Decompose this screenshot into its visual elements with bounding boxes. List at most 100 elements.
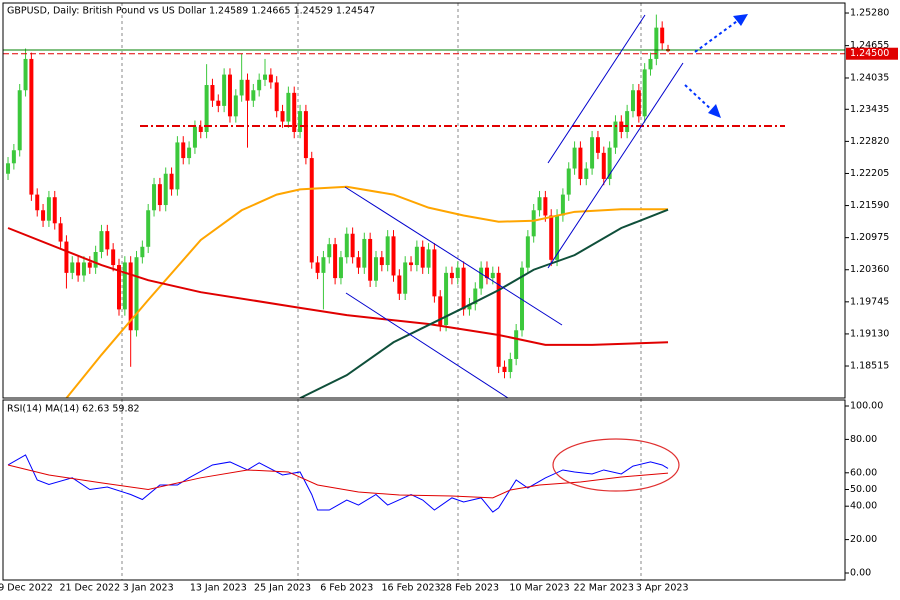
candle-body [590, 137, 595, 169]
candle-body [181, 142, 186, 159]
candle-body [555, 215, 560, 260]
candle-body [239, 79, 244, 96]
candle-body [152, 184, 157, 211]
candle-body [368, 238, 373, 281]
y-tick-label: 1.20975 [850, 232, 889, 243]
candle-body [81, 262, 86, 276]
candle-body [17, 90, 22, 151]
candle-body [578, 147, 583, 179]
channel-line [547, 62, 684, 269]
x-tick-label: 21 Dec 2022 [59, 583, 120, 594]
candle-body [303, 111, 308, 159]
channels [344, 14, 684, 398]
candle-body [257, 79, 262, 91]
y-tick-label: 1.24035 [850, 72, 889, 83]
arrow-down [684, 84, 715, 113]
candle-body [192, 126, 197, 148]
current-price-box [846, 47, 898, 60]
candle-body [286, 92, 291, 122]
candle-body [356, 257, 361, 268]
candle-body [227, 74, 232, 117]
candle-body [46, 197, 51, 221]
candle-body [70, 262, 75, 273]
moving-average [7, 227, 669, 346]
y-tick-label: 1.22205 [850, 168, 889, 179]
y-tick-label: 1.18515 [850, 361, 889, 372]
candle-body [187, 147, 192, 159]
y-tick-label: 1.19745 [850, 296, 889, 307]
candle-body [263, 74, 268, 80]
current-price-label: 1.24500 [850, 48, 889, 59]
x-tick-label: 3 Apr 2023 [636, 583, 689, 594]
y-tick-label: 1.22820 [850, 136, 889, 147]
candle-body [274, 82, 279, 112]
highlight-ellipse [552, 438, 680, 492]
y-tick-label: 1.19130 [850, 328, 889, 339]
vertical-grid [121, 3, 642, 580]
y-tick-label: 1.24655 [850, 40, 889, 51]
y-tick-label: 60.00 [850, 467, 877, 478]
x-tick-label: 3 Jan 2023 [123, 583, 174, 594]
candle-body [99, 231, 104, 253]
candle-body [157, 184, 162, 206]
candle-body [93, 252, 98, 268]
candle-body [116, 265, 121, 310]
candle-body [595, 137, 600, 153]
x-tick-label: 10 Mar 2023 [509, 583, 569, 594]
candle-body [29, 58, 34, 195]
candle-body [660, 27, 665, 44]
candle-body [251, 90, 256, 101]
channel-line [547, 14, 646, 164]
arrows [684, 18, 741, 113]
candle-body [280, 111, 285, 122]
candle-body [385, 236, 390, 266]
candle-body [403, 262, 408, 294]
candle-body [636, 90, 641, 117]
candle-body [298, 111, 303, 132]
candle-body [560, 194, 565, 216]
candle-body [76, 262, 81, 276]
candle-body [362, 238, 367, 268]
candle-body [479, 267, 484, 289]
candle-body [64, 241, 69, 273]
candle-body [216, 100, 221, 106]
candle-body [543, 197, 548, 216]
x-tick-label: 6 Feb 2023 [320, 583, 373, 594]
candle-body [344, 233, 349, 258]
candle-body [420, 246, 425, 268]
candle-body [87, 262, 92, 268]
candle-body [613, 121, 618, 148]
candle-body [461, 267, 466, 310]
candle-body [630, 90, 635, 112]
rsi-panel-frame [2, 399, 846, 581]
moving-average [299, 208, 669, 398]
y-tick-label: 1.20360 [850, 264, 889, 275]
candle-body [654, 27, 659, 59]
y-tick-label: 0.00 [850, 567, 871, 578]
candle-body [549, 215, 554, 260]
candle-body [163, 173, 168, 206]
candle-body [432, 249, 437, 297]
x-tick-label: 16 Feb 2023 [381, 583, 440, 594]
candle-body [572, 147, 577, 169]
y-tick-label: 40.00 [850, 501, 877, 512]
candle-body [315, 262, 320, 273]
candle-body [204, 85, 209, 132]
candle-body [379, 257, 384, 266]
candle-body [128, 262, 133, 331]
candle-body [391, 236, 396, 276]
candle-body [198, 126, 203, 132]
candle-body [292, 92, 297, 132]
y-tick-label: 1.21590 [850, 200, 889, 211]
candle-body [642, 69, 647, 117]
candle-body [414, 246, 419, 266]
candle-body [514, 330, 519, 359]
candle-body [449, 272, 454, 279]
y-tick-label: 1.25280 [850, 8, 889, 19]
drawing-objects [3, 14, 845, 398]
candle-body [134, 257, 139, 331]
candle-body [531, 210, 536, 237]
candle-body [222, 74, 227, 106]
x-tick-label: 28 Feb 2023 [440, 583, 499, 594]
